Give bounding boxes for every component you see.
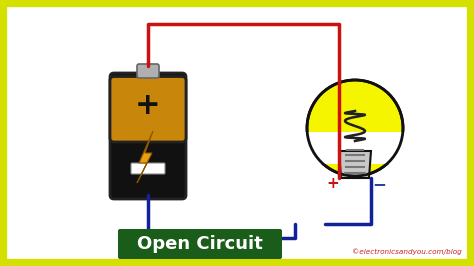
- FancyBboxPatch shape: [137, 64, 159, 78]
- FancyBboxPatch shape: [110, 73, 186, 199]
- Polygon shape: [339, 151, 371, 178]
- Text: +: +: [135, 91, 161, 120]
- FancyBboxPatch shape: [305, 132, 405, 164]
- Text: Open Circuit: Open Circuit: [137, 235, 263, 253]
- FancyBboxPatch shape: [131, 163, 165, 174]
- FancyBboxPatch shape: [118, 229, 282, 259]
- Text: −: −: [372, 175, 386, 193]
- FancyBboxPatch shape: [110, 77, 186, 142]
- Text: ©electronicsandyou.com/blog: ©electronicsandyou.com/blog: [352, 249, 462, 255]
- Polygon shape: [137, 131, 153, 183]
- Text: +: +: [327, 177, 339, 192]
- Circle shape: [307, 80, 403, 176]
